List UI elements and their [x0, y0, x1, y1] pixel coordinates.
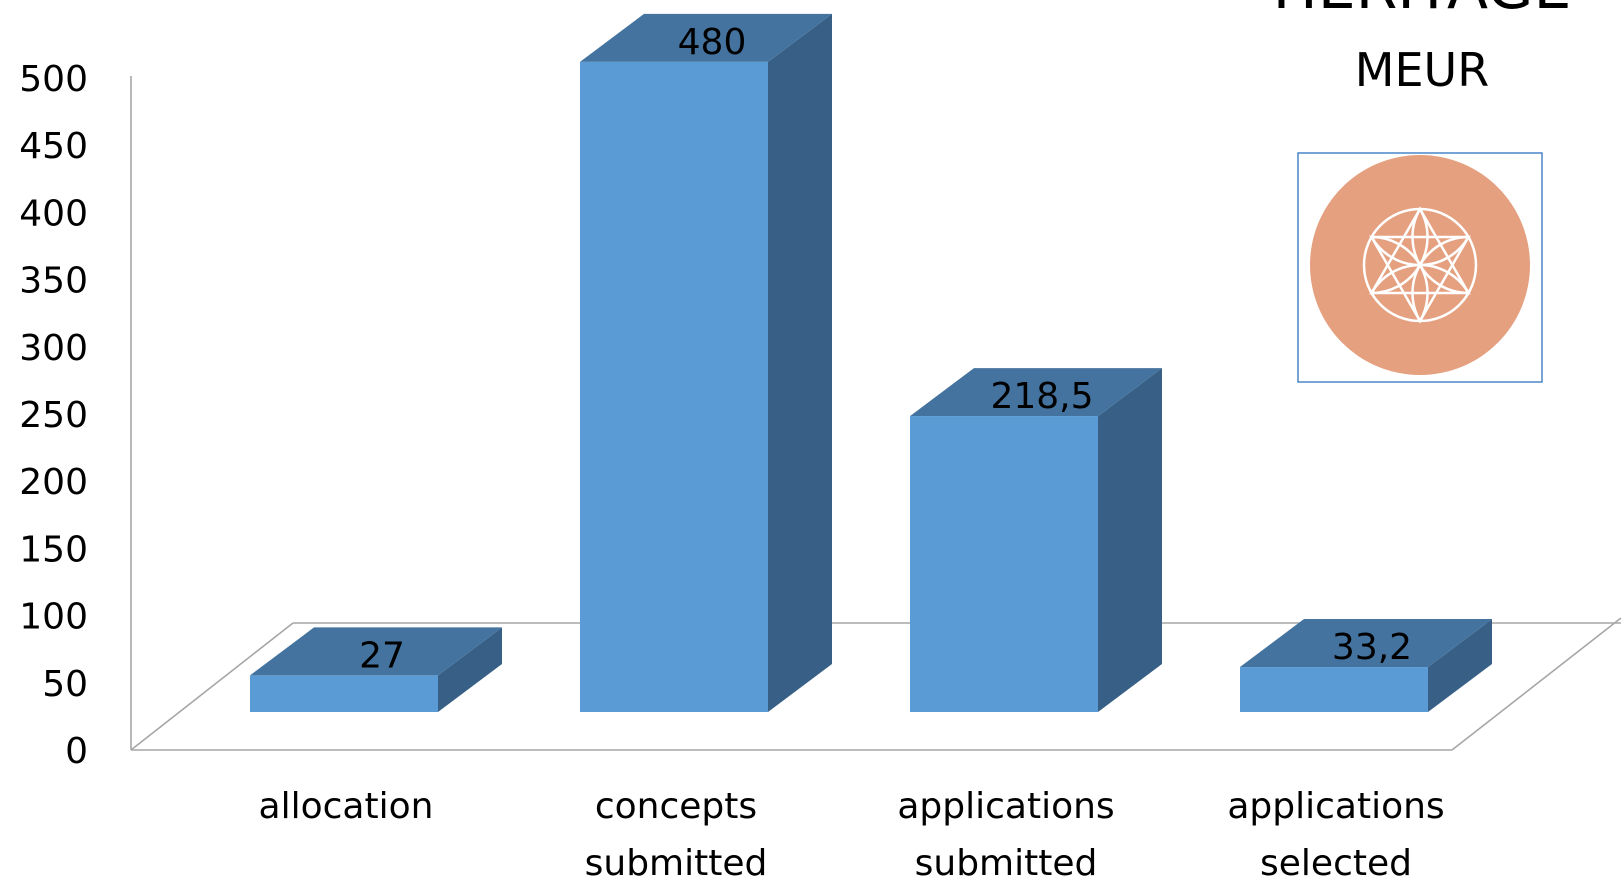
- bars: [250, 13, 1492, 712]
- x-tick-label: concepts submitted: [585, 786, 768, 884]
- y-tick-label: 500: [19, 59, 88, 100]
- y-tick-label: 0: [65, 731, 88, 772]
- bar-top-face: [250, 627, 502, 676]
- data-label: 27: [359, 635, 405, 676]
- y-tick-label: 200: [19, 462, 88, 503]
- y-tick-label: 400: [19, 193, 88, 234]
- bar: [910, 368, 1162, 712]
- bar-front-face: [1240, 667, 1428, 712]
- heritage-flower-icon: [1297, 152, 1543, 383]
- data-label: 218,5: [990, 376, 1093, 417]
- bar-top-face: [910, 368, 1162, 417]
- bar: [250, 627, 502, 712]
- bar-side-face: [1428, 619, 1492, 712]
- chart-title: HERITAGE: [1273, 0, 1572, 23]
- bar-front-face: [250, 675, 438, 712]
- bar-front-face: [580, 61, 768, 712]
- data-label: 480: [678, 22, 747, 63]
- x-tick-label: applications submitted: [897, 786, 1114, 884]
- y-tick-label: 100: [19, 597, 88, 638]
- y-tick-label: 300: [19, 328, 88, 369]
- x-tick-label: applications selected: [1227, 786, 1444, 884]
- floor-right-edge: [1451, 617, 1621, 751]
- floor-left-edge: [130, 622, 294, 751]
- x-axis-ticks: allocation concepts submitted applications s…: [259, 786, 1445, 884]
- bar-side-face: [1098, 368, 1162, 712]
- bar-side-face: [438, 627, 502, 712]
- bar-top-face: [580, 13, 832, 62]
- y-tick-label: 50: [42, 664, 88, 705]
- y-axis-ticks: 0 50 100 150 200 250 300 350 400 450 500: [19, 59, 88, 772]
- bar-top-face: [1240, 619, 1492, 668]
- data-labels: 27 480 218,5 33,2: [359, 22, 1412, 677]
- bar: [580, 13, 832, 712]
- bar: [1240, 619, 1492, 712]
- data-label: 33,2: [1332, 627, 1412, 668]
- y-tick-label: 150: [19, 529, 88, 570]
- y-tick-label: 250: [19, 395, 88, 436]
- x-tick-label: allocation: [259, 786, 434, 827]
- y-tick-label: 450: [19, 126, 88, 167]
- bar-front-face: [910, 416, 1098, 712]
- y-tick-label: 350: [19, 261, 88, 302]
- bar-side-face: [768, 13, 832, 712]
- unit-label: MEUR: [1355, 43, 1489, 97]
